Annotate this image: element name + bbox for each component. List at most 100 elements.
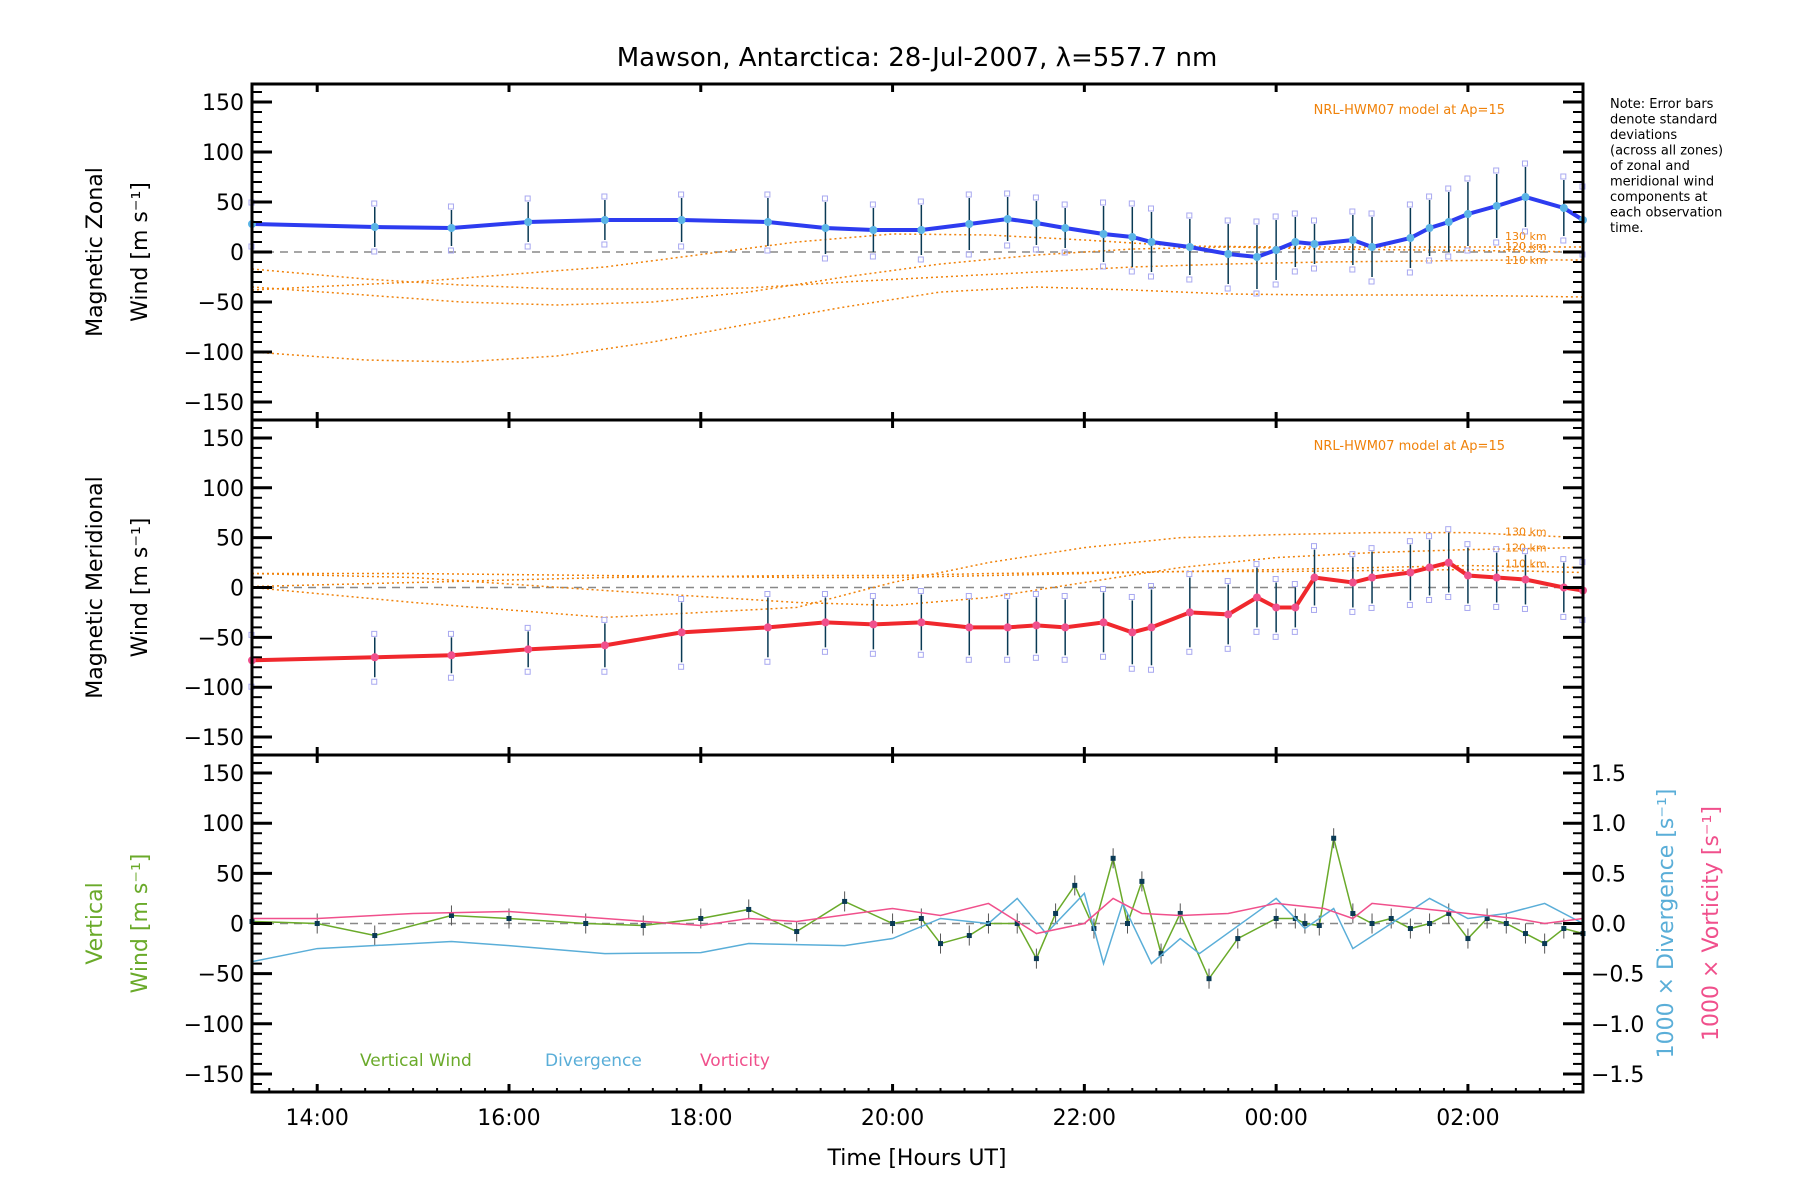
zone-sample-point [1272,213,1279,220]
zone-sample-point [601,241,608,248]
note-line: deviations [1610,128,1677,143]
zone-sample-point [678,191,685,198]
zone-sample-point [1464,247,1471,254]
y-tick-label: 100 [202,812,244,837]
vertical-wind-point [938,941,944,947]
zone-sample-point [371,630,378,637]
y-tick-label: −50 [198,963,244,988]
zone-sample-point [1368,604,1375,611]
mean-wind-point [1003,215,1012,223]
zone-sample-point [1224,217,1231,224]
y-tick-label: −100 [184,341,244,366]
mean-wind-point [600,641,609,650]
model-curve [252,564,1584,579]
zone-sample-point [1147,205,1154,212]
mean-wind-point [1492,573,1501,582]
mean-wind-point [1444,218,1453,226]
x-axis-label: Time [Hours UT] [827,1146,1007,1171]
x-tick-label: 22:00 [1053,1106,1116,1131]
zone-sample-point [1406,269,1413,276]
vertical-wind-point [1158,951,1164,957]
zone-sample-point [1426,257,1433,264]
model-curve [251,286,1584,363]
mean-wind-point [1348,236,1357,244]
legend-item: Divergence [545,1051,642,1071]
vertical-wind-point [1465,936,1471,942]
model-altitude-label: 130 km [1505,526,1547,539]
vertical-wind-point [1139,878,1145,884]
mean-wind-point [1291,238,1300,246]
zone-sample-point [1032,194,1039,201]
mean-wind-point [1348,578,1357,587]
zone-sample-point [1128,593,1135,600]
y-axis-label-line2: Wind [m s⁻¹] [128,518,153,658]
y-tick-label: −50 [198,626,244,651]
mean-wind-point [1061,224,1070,232]
zone-sample-point [1349,208,1356,215]
note-line: meridional wind [1610,175,1714,190]
vertical-wind-point [1369,921,1375,926]
zone-sample-point [601,616,608,623]
mean-wind-point [1521,193,1530,201]
zone-sample-point [1272,281,1279,288]
zone-sample-point [1349,551,1356,558]
model-curve [251,259,1583,290]
zone-sample-point [1147,273,1154,280]
mean-wind-point [1147,238,1156,246]
mean-wind-point [370,653,379,662]
zone-sample-point [1147,666,1154,673]
zone-sample-point [1560,237,1567,244]
vertical-wind-point [1316,923,1322,929]
zone-sample-point [1310,606,1317,613]
mean-wind-point [1032,621,1041,630]
zone-sample-point [869,650,876,657]
zone-sample-point [524,624,531,631]
vertical-wind-point [583,921,589,926]
vertical-wind-point [746,906,752,912]
model-altitude-label: 120 km [1505,542,1547,555]
mean-wind-point [821,224,830,232]
vertical-wind-point [1446,910,1452,916]
mean-wind-point [1559,204,1568,212]
zone-sample-point [1128,200,1135,207]
mean-wind-point [917,226,926,234]
vertical-wind-point [890,921,896,926]
y-tick-label: −100 [184,1013,244,1038]
series-line-vorticity [252,897,1584,935]
mean-wind-point [524,218,533,226]
zone-sample-point [1521,160,1528,167]
model-label: NRL-HWM07 model at Ap=15 [1314,439,1505,454]
mean-wind-point [1224,250,1233,258]
right-y-tick-label: 1.0 [1591,812,1626,837]
zone-sample-point [1464,604,1471,611]
zone-sample-point [1349,608,1356,615]
mean-wind-point [1252,593,1261,602]
zone-sample-point [1032,246,1039,253]
zone-sample-point [764,590,771,597]
y-tick-label: −50 [198,291,244,316]
vertical-wind-point [1072,882,1078,888]
mean-wind-point [1099,230,1108,238]
mean-wind-point [1368,573,1377,582]
right-y-tick-label: −0.5 [1591,963,1644,988]
mean-wind-point [1368,243,1377,251]
mean-wind-point [1185,608,1194,617]
zone-sample-point [1464,175,1471,182]
zone-sample-point [1253,290,1260,297]
note-line: of zonal and [1610,159,1690,174]
mean-wind-point [1061,623,1070,632]
zone-sample-point [1560,556,1567,563]
series-line-vertical-wind [251,838,1584,981]
zone-sample-point [1445,593,1452,600]
zone-sample-point [1368,210,1375,217]
vertical-wind-point [448,912,454,918]
zone-sample-point [1253,561,1260,568]
zone-sample-point [869,201,876,208]
zone-sample-point [917,651,924,658]
zone-sample-point [371,200,378,207]
zone-sample-point [1445,185,1452,192]
zone-sample-point [1100,199,1107,206]
mean-wind-point [1425,224,1434,232]
note-line: components at [1610,190,1708,205]
vertical-wind-point [1407,926,1413,932]
